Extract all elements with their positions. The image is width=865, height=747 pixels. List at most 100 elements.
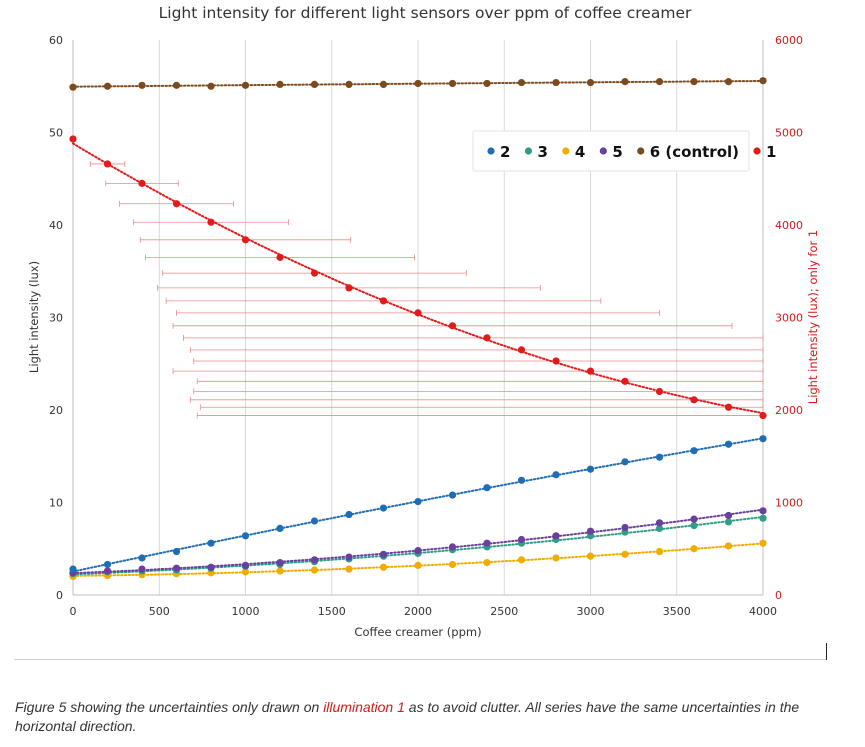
series-5-point-12 [483, 539, 491, 547]
series-2-point-18 [690, 447, 698, 455]
series-5-point-20 [759, 507, 767, 515]
series-4-point-14 [552, 554, 560, 562]
legend-6-control-marker [637, 147, 645, 155]
series-1-point-1 [103, 160, 112, 168]
series-1-point-6 [276, 253, 284, 261]
legend-3-marker [524, 147, 533, 155]
series-1-point-14 [552, 357, 560, 365]
series-2-point-3 [172, 547, 181, 556]
y-tick-label-6: 60 [49, 34, 63, 47]
x-tick-label-7: 3500 [663, 605, 691, 618]
points-layer [69, 77, 767, 581]
series-2-point-2 [138, 554, 146, 562]
figure-caption: Figure 5 showing the uncertainties only … [15, 698, 855, 736]
series-6-control-point-6 [276, 80, 284, 88]
x-tick-label-4: 2000 [404, 605, 432, 618]
axes-layer: 0 500 1000 1500 2000 2500 3000 3500 400001020304… [49, 34, 803, 618]
series-5-point-18 [690, 515, 698, 523]
series-4-point-8 [345, 565, 353, 573]
y-tick-label-5: 50 [49, 127, 63, 140]
legend-2-marker [487, 147, 495, 155]
series-1-point-20 [759, 411, 767, 420]
series-5-point-2 [138, 565, 146, 573]
series-2-point-11 [448, 491, 457, 499]
legend: 2 3 4 5 6 (control) 1 [472, 130, 776, 172]
y2-tick-label-6: 6000 [775, 34, 803, 47]
x-tick-label-1: 500 [149, 605, 170, 618]
y-tick-label-0: 0 [56, 589, 63, 602]
series-6-control-point-15 [586, 78, 595, 87]
chart-title: Light intensity for different light sens… [159, 4, 692, 22]
series-1-point-8 [345, 284, 353, 292]
series-1-errorbar-18 [189, 396, 764, 403]
series-1-errorbar-16 [196, 378, 764, 385]
series-1-errorbar-17 [193, 388, 764, 395]
series-5-point-14 [552, 532, 560, 540]
series-4-point-9 [379, 563, 388, 571]
series-4-point-12 [483, 559, 491, 567]
chart: Light intensity for different light sens… [27, 4, 820, 639]
y-tick-label-2: 20 [49, 404, 63, 417]
x-tick-label-5: 2500 [490, 605, 518, 618]
text-cursor [826, 643, 827, 660]
series-1-point-2 [138, 179, 146, 187]
series-5-point-19 [724, 511, 733, 520]
x-tick-label-2: 1000 [232, 605, 260, 618]
x-tick-label-3: 1500 [318, 605, 346, 618]
caption-text-before: Figure 5 showing the uncertainties only … [15, 699, 324, 715]
series-1-errorbar-19 [200, 404, 764, 411]
series-5-point-10 [414, 547, 422, 555]
x-tick-label-0: 0 [70, 605, 77, 618]
y-axis-label: Light intensity (lux) [27, 261, 41, 373]
series-4-point-5 [241, 568, 250, 576]
series-4-point-18 [690, 545, 698, 553]
series-1-point-17 [655, 387, 664, 396]
series-5-point-15 [586, 527, 595, 535]
series-6-control-point-20 [759, 77, 767, 85]
y-tick-label-3: 30 [49, 312, 63, 325]
series-1-point-10 [414, 309, 422, 317]
legend-5-marker [599, 147, 607, 155]
series-2-point-13 [517, 476, 526, 484]
series-2-point-0 [69, 565, 77, 573]
x-tick-label-8: 4000 [749, 605, 777, 618]
caption-highlight: illumination 1 [323, 699, 405, 715]
series-5-point-1 [103, 567, 112, 575]
series-1-point-4 [207, 218, 215, 226]
x-axis-label: Coffee creamer (ppm) [354, 625, 481, 639]
y2-axis-label: Light intensity (lux); only for 1 [806, 230, 820, 404]
series-1-point-12 [483, 334, 491, 342]
series-4-point-15 [586, 552, 595, 560]
legend-6-control-label: 6 (control) [650, 143, 739, 161]
series-1-point-9 [379, 297, 388, 305]
series-2-point-12 [483, 484, 491, 492]
series-2-point-10 [414, 497, 422, 506]
series-2-point-9 [379, 504, 388, 512]
series-2-point-16 [621, 458, 629, 466]
grid-layer [158, 40, 764, 595]
errorbar-layer [89, 160, 764, 419]
series-2-point-14 [552, 471, 560, 479]
series-6-control-point-3 [172, 81, 181, 89]
series-6-control-point-9 [379, 80, 388, 88]
series-6-control-point-16 [621, 78, 629, 86]
series-1-point-11 [448, 322, 457, 330]
series-2-point-8 [345, 510, 353, 519]
series-2-point-6 [276, 524, 284, 533]
series-5-point-4 [207, 563, 215, 571]
series-1-errorbar-20 [196, 412, 764, 419]
legend-box [472, 130, 750, 172]
series-4-point-16 [621, 550, 629, 558]
series-2-point-4 [207, 539, 215, 547]
series-5-point-6 [276, 559, 284, 567]
series-1-errorbar-12 [182, 334, 764, 341]
series-1-point-18 [690, 396, 698, 404]
series-2-point-17 [655, 453, 664, 461]
series-6-control-point-19 [724, 78, 733, 86]
series-4-point-11 [448, 560, 457, 569]
series-1-point-0 [69, 135, 77, 143]
legend-2-label: 2 [500, 143, 510, 161]
series-2-point-20 [759, 435, 767, 443]
y2-tick-label-5: 5000 [775, 127, 803, 140]
series-6-control-point-17 [655, 78, 664, 86]
